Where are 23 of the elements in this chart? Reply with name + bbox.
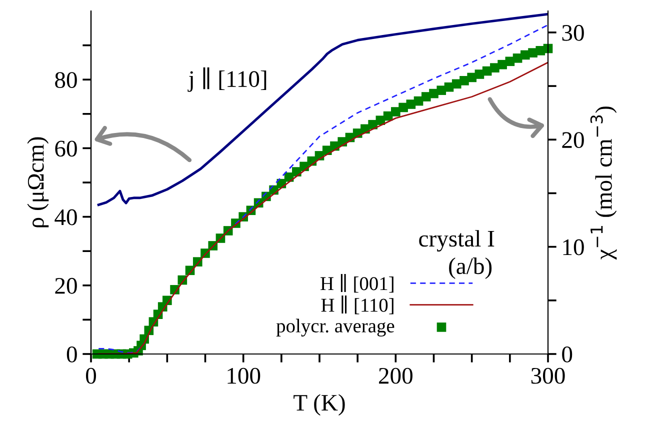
- annotation: j ∥ [110]: [188, 67, 266, 92]
- y2-tick-label: 30: [562, 24, 584, 41]
- legend-label: H ∥ [110]: [321, 296, 394, 314]
- x-tick-label: 0: [86, 368, 96, 384]
- x-axis-title: T (K): [294, 394, 345, 416]
- y-tick-label: 60: [55, 140, 77, 157]
- y2-tick-label: 20: [562, 132, 584, 148]
- line-series: [97, 12, 548, 206]
- annotation: crystal I: [419, 230, 494, 252]
- legend-label: polycr. average: [276, 318, 394, 336]
- y-tick-label: 80: [55, 72, 77, 88]
- legend-label: H ∥ [001]: [320, 274, 394, 293]
- x-tick-label: 200: [378, 368, 412, 384]
- y2-axis-title: χ$^{−1}$ (mol cm$^{−3}$): [590, 106, 617, 260]
- y2-tick-label: 10: [563, 239, 584, 256]
- y-tick-label: 20: [55, 278, 77, 294]
- y-tick-label: 40: [54, 209, 77, 226]
- y2-tick-label: 0: [562, 346, 572, 362]
- y-tick-label: 0: [66, 346, 77, 362]
- x-tick-label: 300: [531, 368, 565, 384]
- y-axis-title: ρ (μΩcm): [27, 137, 49, 228]
- annotation: (a/b): [449, 258, 492, 279]
- x-tick-label: 100: [228, 368, 260, 384]
